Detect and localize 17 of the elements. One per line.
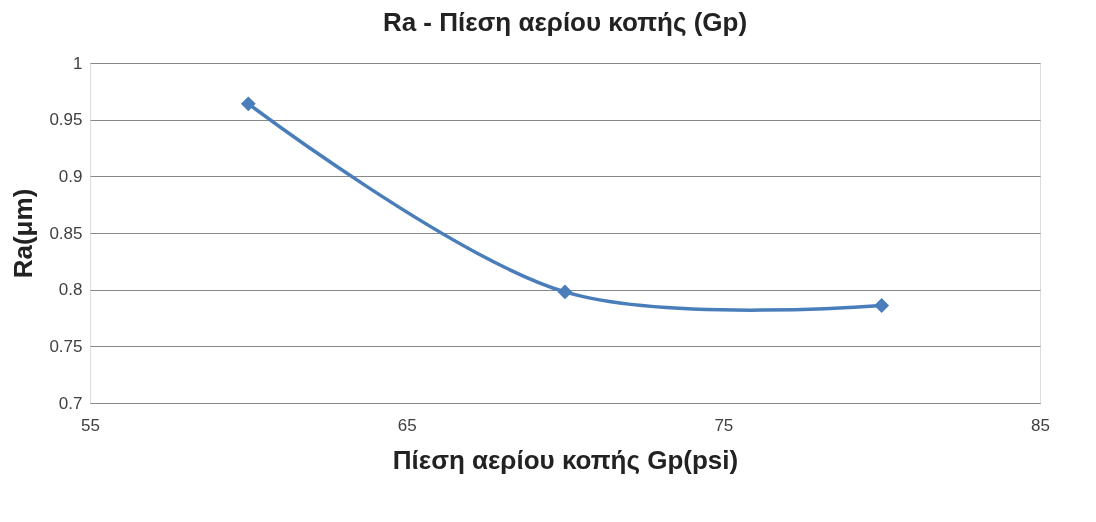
y-tick-label: 0.85 xyxy=(49,223,83,243)
chart-title: Ra - Πίεση αερίου κοπής (Gp) xyxy=(382,7,748,37)
y-tick-label: 0.9 xyxy=(58,166,83,186)
y-tick-label: 0.75 xyxy=(49,336,83,356)
x-tick-label: 55 xyxy=(81,415,100,435)
y-tick-label: 0.95 xyxy=(49,110,83,130)
y-tick-label: 1 xyxy=(73,53,83,73)
point xyxy=(240,96,256,112)
point xyxy=(557,284,573,300)
y-tick-label: 0.8 xyxy=(58,280,83,300)
y-axis-title: Ra(μm) xyxy=(8,188,39,279)
point xyxy=(874,298,890,313)
x-tick-label: 75 xyxy=(714,415,734,435)
x-axis-title: Πίεση αερίου κοπής Gp(psi) xyxy=(392,444,739,475)
x-tick-label: 65 xyxy=(397,415,417,435)
y-tick-label: 0.7 xyxy=(58,393,83,413)
x-tick-label: 85 xyxy=(1031,415,1050,435)
